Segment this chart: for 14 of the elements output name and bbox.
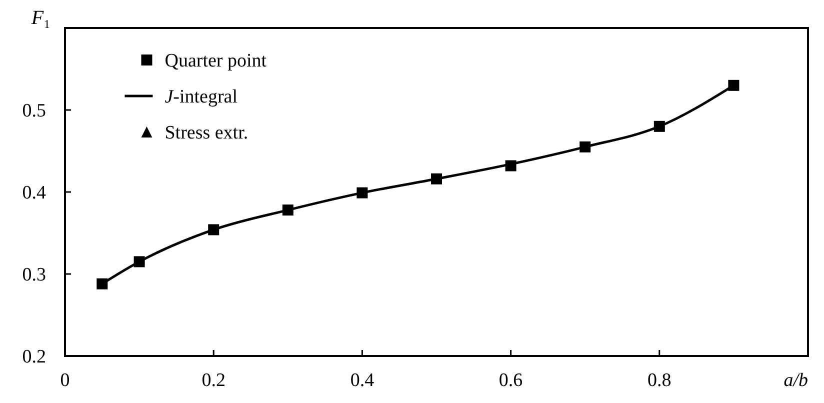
x-tick-label: 0.8 xyxy=(648,370,672,391)
legend-label: Quarter point xyxy=(164,50,268,72)
y-tick-label: 0.2 xyxy=(22,346,46,368)
legend-label: Stress extr. xyxy=(164,122,248,144)
x-tick-label: 0.4 xyxy=(350,370,375,391)
x-tick-label: 0.6 xyxy=(498,370,523,391)
y-tick-label: 0.5 xyxy=(22,100,46,122)
x-tick-label: 0.2 xyxy=(202,370,226,391)
y-tick-label: 0.4 xyxy=(22,182,46,204)
legend-label: J-integral xyxy=(164,86,238,108)
y-tick-label: 0.3 xyxy=(22,264,46,286)
y-axis-title: F₁ xyxy=(30,7,51,29)
x-tick-label: 0 xyxy=(60,370,70,391)
x-axis-title: a/b xyxy=(784,370,808,391)
